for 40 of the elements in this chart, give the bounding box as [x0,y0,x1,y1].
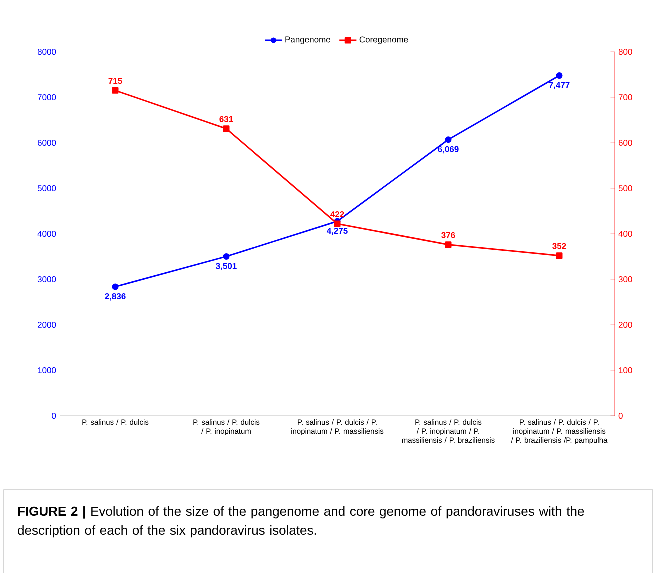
point [445,136,452,143]
y2-tick-label: 400 [618,230,632,237]
y2-tick-label: 600 [618,140,632,146]
data-label: 2,836 [105,293,126,301]
y2-tick-label: 500 [618,185,632,192]
data-label: 6,069 [438,146,459,154]
point [556,72,563,79]
y-tick-label: 3000 [38,276,56,282]
y-tick-label: 4000 [38,230,56,237]
y2-tick-label: 800 [618,48,632,55]
data-label: 3,501 [216,263,237,270]
data-label: 7,477 [549,82,570,90]
y-tick-label: 7000 [38,94,56,100]
y2-tick-label: 0 [618,412,623,419]
y-tick-label: 0 [52,412,56,419]
y2-tick-label: 200 [618,322,632,328]
data-label: 631 [220,116,234,122]
data-label: 422 [330,211,344,218]
text: FIGURE 2 | Evolution of the size of the pangenome and core genome of pandoraviruses with the description of each of the six pandoravirus isolates. [18,506,584,538]
point [223,125,230,132]
y-tick-label: 1000 [38,367,56,374]
y2-tick-label: 300 [618,276,632,282]
y-tick-label: 8000 [38,48,56,55]
y-tick-label: 6000 [38,140,56,146]
y-tick-label: 2000 [38,322,56,328]
data-label: 376 [442,232,456,238]
point [556,252,563,259]
y2-tick-label: 700 [618,94,632,100]
y-tick-label: 5000 [38,185,56,192]
legend-label: Pangenome [286,36,330,44]
data-label: 715 [108,78,122,84]
legend-label: Coregenome [360,36,408,44]
y2-tick-label: 100 [619,367,632,374]
point [112,87,119,94]
point [334,220,341,228]
point [223,253,230,260]
point [112,284,119,290]
data-label: 352 [552,243,566,250]
point [445,241,452,248]
data-label: 4,275 [326,228,348,236]
